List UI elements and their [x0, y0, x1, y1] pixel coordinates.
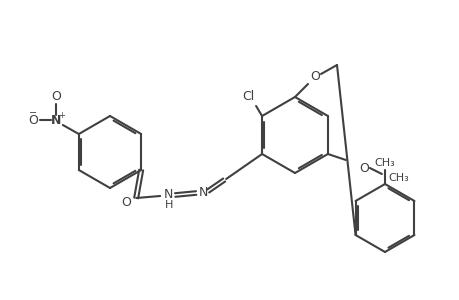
Text: CH₃: CH₃ — [374, 158, 395, 168]
Text: N: N — [163, 188, 173, 202]
Text: O: O — [51, 91, 61, 103]
Text: O: O — [28, 113, 38, 127]
Text: −: − — [29, 108, 37, 118]
Text: O: O — [309, 70, 319, 83]
Text: Cl: Cl — [241, 89, 254, 103]
Text: O: O — [121, 196, 131, 208]
Text: N: N — [198, 185, 207, 199]
Text: +: + — [58, 110, 65, 119]
Text: CH₃: CH₃ — [387, 173, 408, 183]
Text: H: H — [165, 200, 173, 210]
Text: N: N — [50, 113, 61, 127]
Text: O: O — [358, 161, 368, 175]
